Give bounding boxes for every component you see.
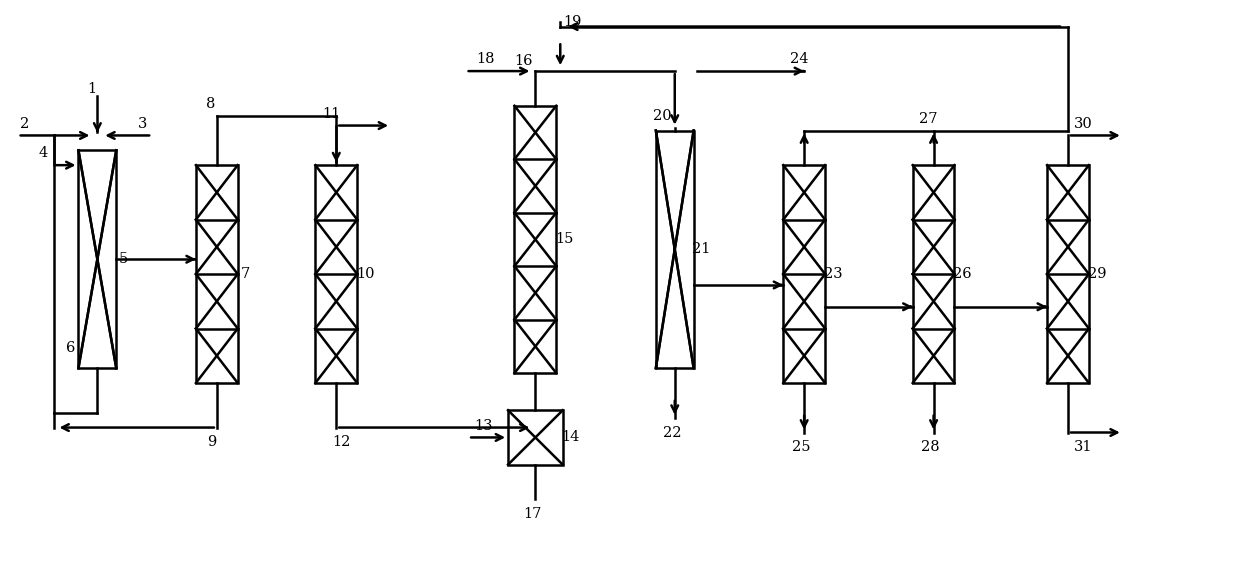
Text: 19: 19 [563,15,582,29]
Text: 20: 20 [653,109,672,122]
Text: 13: 13 [474,418,492,433]
Bar [913,165,955,383]
Text: 3: 3 [138,117,146,131]
Text: 8: 8 [206,97,216,111]
Text: 21: 21 [692,243,711,256]
Text: 29: 29 [1087,267,1106,281]
Text: 9: 9 [207,435,217,450]
Text: 18: 18 [476,52,495,66]
Bar [78,151,117,368]
Text: 27: 27 [919,112,937,126]
Text: 4: 4 [38,146,48,160]
Text: 5: 5 [119,252,128,266]
Text: 7: 7 [241,267,250,281]
Text: 12: 12 [332,435,351,450]
Text: 17: 17 [523,507,542,521]
Bar [1047,165,1089,383]
Text: 1: 1 [87,82,95,96]
Text: 16: 16 [515,54,533,68]
Text: 24: 24 [790,52,808,66]
Text: 25: 25 [792,440,811,455]
Text: 26: 26 [954,267,972,281]
Text: 28: 28 [921,440,940,455]
Bar [196,165,238,383]
Text: 22: 22 [662,425,681,439]
Text: 11: 11 [322,107,341,121]
Bar [656,130,693,368]
Text: 23: 23 [823,267,842,281]
Text: 6: 6 [66,341,76,355]
Text: 10: 10 [356,267,374,281]
Bar [515,106,557,373]
Bar [508,410,563,465]
Text: 15: 15 [556,232,573,246]
Bar [315,165,357,383]
Text: 14: 14 [562,430,580,444]
Text: 2: 2 [20,117,30,131]
Text: 30: 30 [1074,117,1092,131]
Bar [784,165,825,383]
Text: 31: 31 [1074,440,1092,455]
